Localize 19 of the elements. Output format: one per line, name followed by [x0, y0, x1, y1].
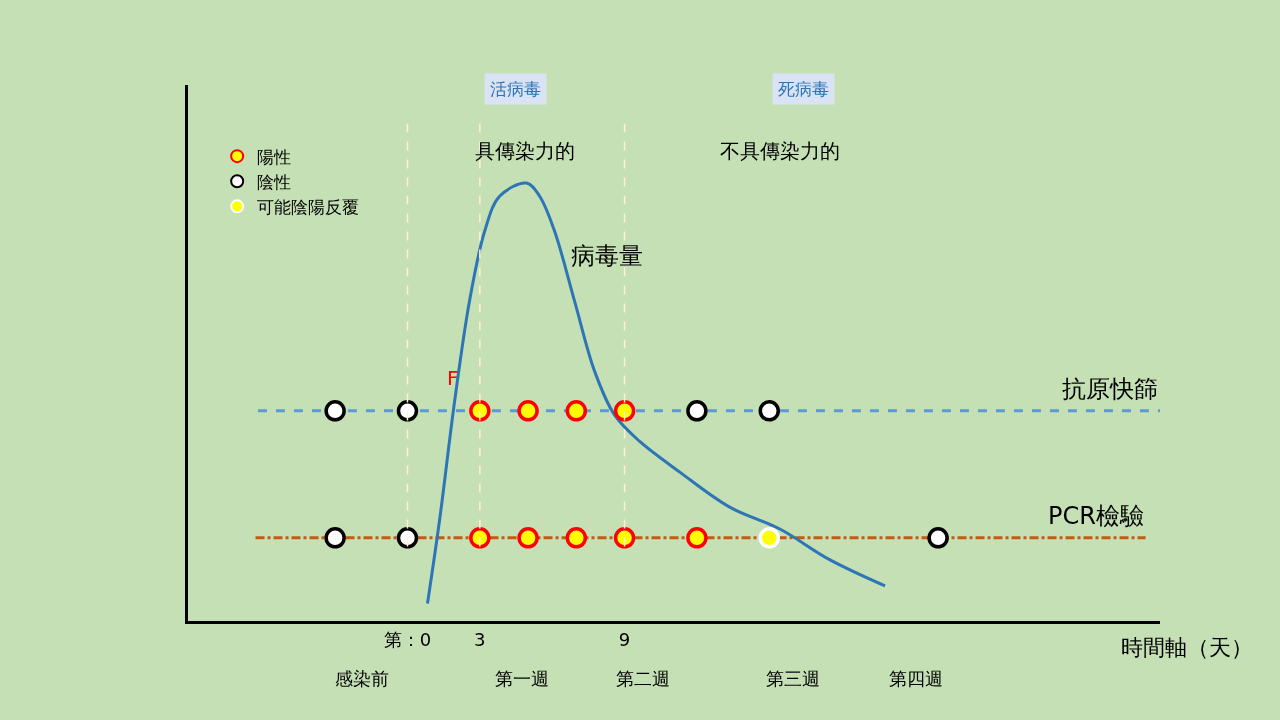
- x-tick-label: 3: [474, 628, 486, 650]
- text: 具傳染力的: [475, 139, 575, 163]
- legend-label: 可能陰陽反覆: [257, 196, 360, 217]
- text: 第三週: [766, 668, 820, 689]
- x-tick-label: 第：0: [383, 628, 432, 650]
- x-axis-title: 時間軸（天）: [1121, 635, 1253, 660]
- series-label: PCR檢驗: [1048, 502, 1144, 530]
- annotation: 病毒量: [571, 242, 643, 270]
- text: 第一週: [495, 668, 549, 689]
- legend-label: 陰性: [257, 171, 292, 192]
- text: 第二週: [616, 668, 670, 689]
- legend-label: 陽性: [257, 146, 292, 167]
- text: 死病毒: [778, 79, 829, 99]
- text: 活病毒: [490, 79, 541, 99]
- text: 第四週: [889, 668, 943, 689]
- series-label: 抗原快篩: [1062, 375, 1158, 403]
- text: 感染前: [335, 668, 389, 689]
- x-tick-label: 9: [618, 628, 631, 650]
- text: 不具傳染力的: [720, 139, 840, 163]
